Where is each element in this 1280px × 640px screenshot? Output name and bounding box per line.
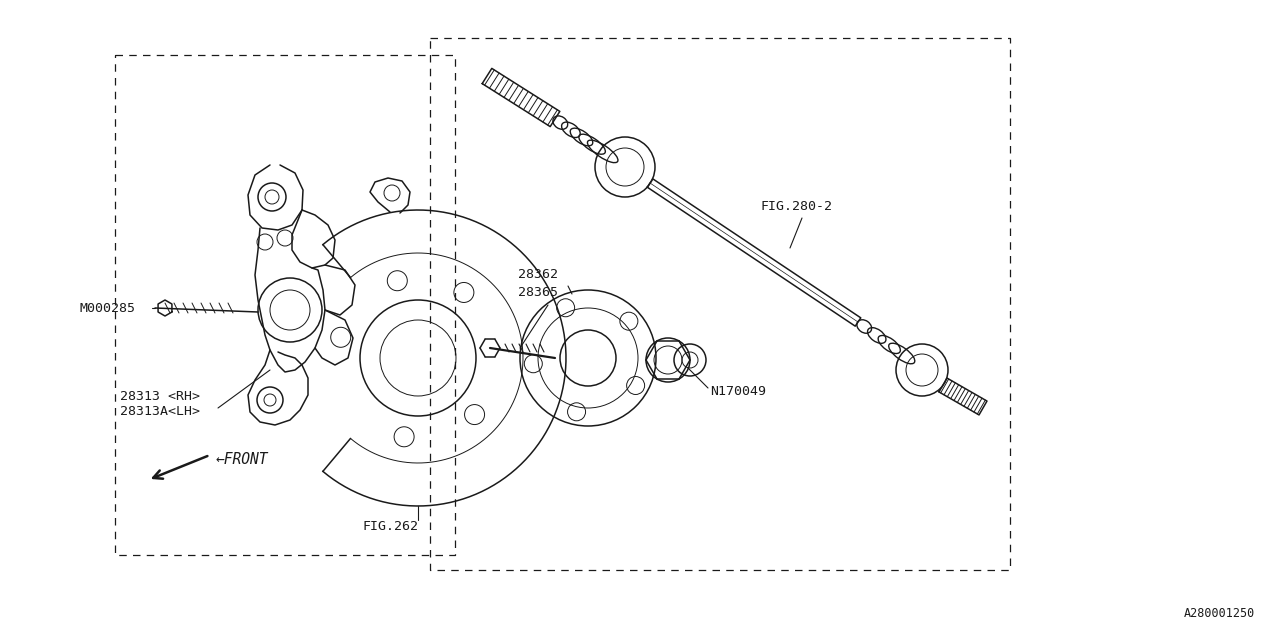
Text: ←FRONT: ←FRONT <box>215 452 268 467</box>
Text: FIG.262: FIG.262 <box>362 520 419 533</box>
Text: 28365: 28365 <box>518 286 558 299</box>
Text: N170049: N170049 <box>710 385 765 398</box>
Text: 28313 <RH>: 28313 <RH> <box>120 390 200 403</box>
Text: A280001250: A280001250 <box>1184 607 1254 620</box>
Text: FIG.280-2: FIG.280-2 <box>760 200 832 213</box>
Text: 28313A<LH>: 28313A<LH> <box>120 405 200 418</box>
Text: M000285: M000285 <box>79 301 136 314</box>
Text: 28362: 28362 <box>518 268 558 281</box>
